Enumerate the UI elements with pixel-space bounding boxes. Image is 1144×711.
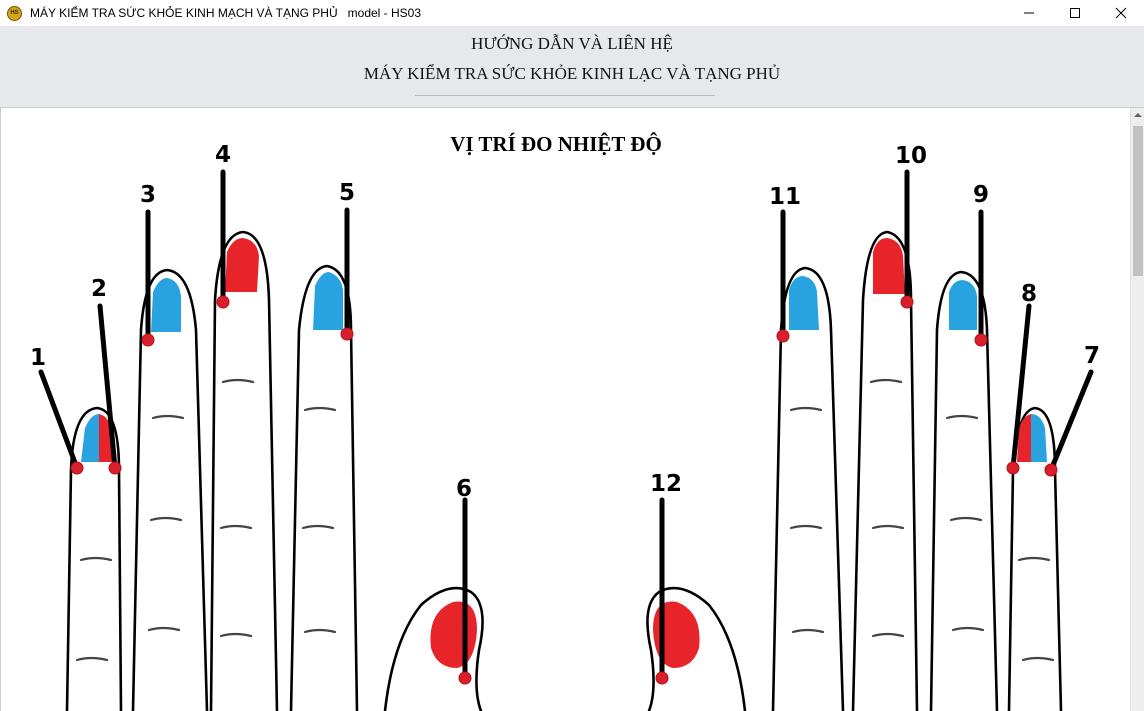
- window-controls: [1006, 0, 1144, 26]
- left-ring-finger: [131, 268, 209, 711]
- marker-9: [974, 333, 988, 347]
- header-title: HƯỚNG DẪN VÀ LIÊN HỆ: [471, 34, 673, 53]
- left-index-nail: [313, 272, 343, 330]
- right-knuckle-creases: [789, 378, 1055, 662]
- leader-lines: [38, 169, 1094, 681]
- marker-3: [141, 333, 155, 347]
- right-middle-nail: [873, 238, 905, 294]
- maximize-icon: [1070, 8, 1080, 18]
- left-pinky-nail-blue: [81, 414, 99, 462]
- left-index-finger: [289, 264, 359, 711]
- left-thumb: [383, 586, 484, 711]
- right-thumb: [646, 586, 747, 711]
- marker-11: [776, 329, 790, 343]
- left-pinky-finger: [65, 406, 123, 711]
- point-label-11: 11: [769, 184, 801, 210]
- finger-measurement-diagram: 1 2 3 4 5 6 7 8 9 10 11 12: [30, 142, 1100, 711]
- left-ring-nail: [151, 278, 181, 332]
- right-ring-nail: [949, 280, 977, 330]
- right-index-nail: [789, 276, 819, 330]
- left-middle-finger: [209, 230, 279, 711]
- point-label-6: 6: [456, 476, 472, 502]
- left-thumb-nail: [430, 601, 477, 668]
- scroll-up-button[interactable]: [1131, 108, 1144, 122]
- minimize-button[interactable]: [1006, 0, 1052, 26]
- point-label-8: 8: [1021, 281, 1037, 307]
- header-subtitle: MÁY KIỂM TRA SỨC KHỎE KINH LẠC VÀ TẠNG P…: [363, 64, 781, 83]
- right-hand: [646, 230, 1063, 711]
- maximize-button[interactable]: [1052, 0, 1098, 26]
- marker-6: [458, 671, 472, 685]
- marker-8: [1006, 461, 1020, 475]
- point-label-12: 12: [650, 471, 682, 497]
- marker-12: [655, 671, 669, 685]
- point-label-5: 5: [339, 180, 355, 206]
- window-titlebar: HS MÁY KIỂM TRA SỨC KHỎE KINH MẠCH VÀ TẠ…: [0, 0, 1144, 26]
- marker-4: [216, 295, 230, 309]
- point-label-10: 10: [895, 143, 927, 169]
- window-title: MÁY KIỂM TRA SỨC KHỎE KINH MẠCH VÀ TẠNG …: [30, 6, 422, 20]
- right-pinky-nail-red: [1017, 414, 1031, 462]
- right-pinky-nail-blue: [1031, 414, 1047, 462]
- right-middle-finger: [851, 230, 919, 711]
- point-label-3: 3: [140, 182, 156, 208]
- scroll-thumb[interactable]: [1133, 126, 1143, 276]
- close-icon: [1115, 7, 1127, 19]
- marker-10: [900, 295, 914, 309]
- marker-2: [108, 461, 122, 475]
- app-logo-icon: HS: [7, 5, 22, 21]
- vertical-scrollbar[interactable]: [1130, 108, 1144, 711]
- chevron-up-icon: [1134, 113, 1142, 117]
- left-hand: [65, 230, 484, 711]
- left-middle-nail: [225, 238, 259, 292]
- point-label-4: 4: [215, 142, 231, 168]
- right-ring-finger: [929, 270, 999, 711]
- content-panel: VỊ TRÍ ĐO NHIỆT ĐỘ: [0, 108, 1130, 711]
- point-label-7: 7: [1084, 343, 1100, 369]
- page-title: VỊ TRÍ ĐO NHIỆT ĐỘ: [450, 132, 662, 156]
- marker-5: [340, 327, 354, 341]
- point-label-2: 2: [91, 276, 107, 302]
- measurement-markers: [70, 295, 1058, 685]
- right-thumb-nail: [653, 601, 700, 668]
- point-label-9: 9: [973, 182, 989, 208]
- point-label-1: 1: [30, 345, 46, 371]
- header-divider: [415, 95, 715, 96]
- marker-7: [1044, 463, 1058, 477]
- marker-1: [70, 461, 84, 475]
- close-button[interactable]: [1098, 0, 1144, 26]
- minimize-icon: [1024, 12, 1034, 14]
- guide-header: HƯỚNG DẪN VÀ LIÊN HỆ MÁY KIỂM TRA SỨC KH…: [0, 26, 1144, 108]
